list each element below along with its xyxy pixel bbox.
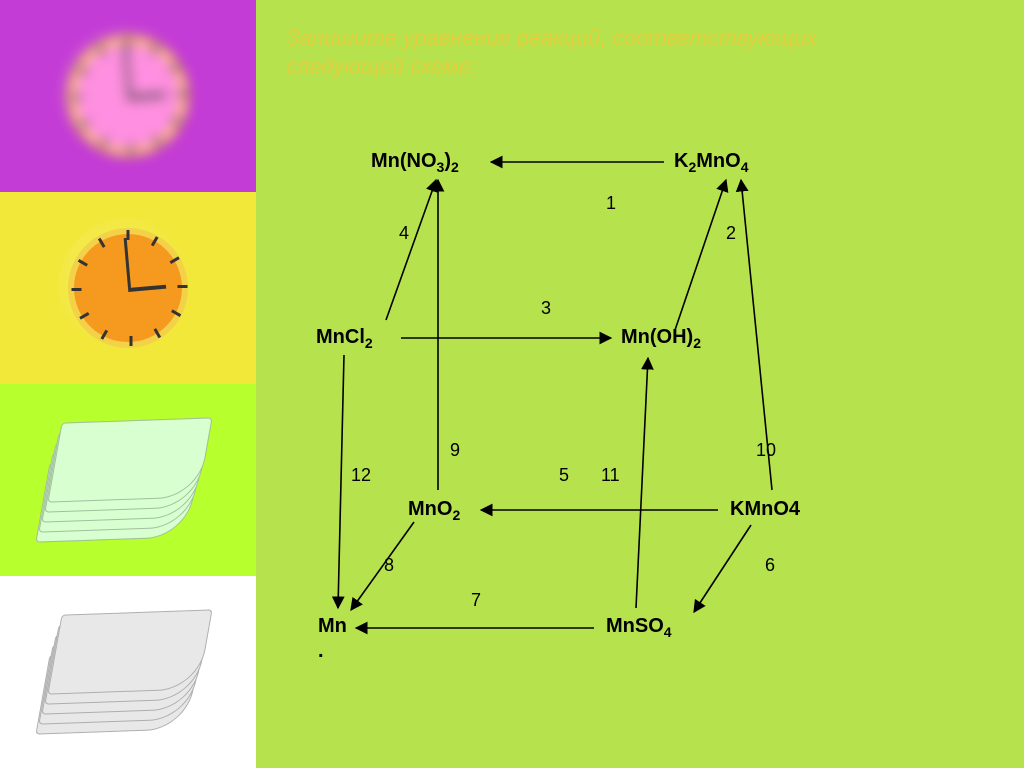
node-mnno3: Mn(NO3)2 [371,150,459,175]
arrow-8 [351,522,414,610]
edge-label-12: 12 [351,465,371,486]
edge-label-6: 6 [765,555,775,576]
node-k2mno4: K2MnO4 [674,150,748,175]
node-mncl2: MnCl2 [316,326,373,351]
node-mnoh2: Mn(OH)2 [621,326,701,351]
sidebar-img-2 [0,192,256,384]
edge-label-1: 1 [606,193,616,214]
clock-icon [58,218,198,358]
edge-label-9: 9 [450,440,460,461]
arrow-2 [674,180,726,333]
node-mnso4: MnSO4 [606,615,672,640]
node-kmno4: KMnO4 [730,498,800,521]
sidebar [0,0,256,768]
arrow-11 [636,358,648,608]
sidebar-img-1 [0,0,256,192]
clock-icon [58,26,198,166]
node-mn: Mn [318,615,347,638]
edge-label-7: 7 [471,590,481,611]
title-line-1: Запишите уравнения реакций, соответствую… [286,25,817,50]
title-line-2: следующей схеме: [286,54,477,79]
arrow-6 [694,525,751,612]
slide-content: Запишите уравнения реакций, соответствую… [256,0,1024,768]
arrow-4 [386,180,436,320]
arrow-12 [338,355,344,608]
sidebar-img-4 [0,576,256,768]
edge-label-5: 5 [559,465,569,486]
edge-label-10: 10 [756,440,776,461]
paper-stack-icon [43,612,213,732]
edge-label-8: 8 [384,555,394,576]
edge-label-4: 4 [399,223,409,244]
arrows-layer [256,0,1024,768]
node-mno2: MnO2 [408,498,460,523]
edge-label-2: 2 [726,223,736,244]
slide-title: Запишите уравнения реакций, соответствую… [286,24,817,81]
sidebar-img-3 [0,384,256,576]
edge-label-3: 3 [541,298,551,319]
paper-stack-icon [43,420,213,540]
node-dot: . [318,640,324,663]
edge-label-11: 11 [601,465,620,486]
